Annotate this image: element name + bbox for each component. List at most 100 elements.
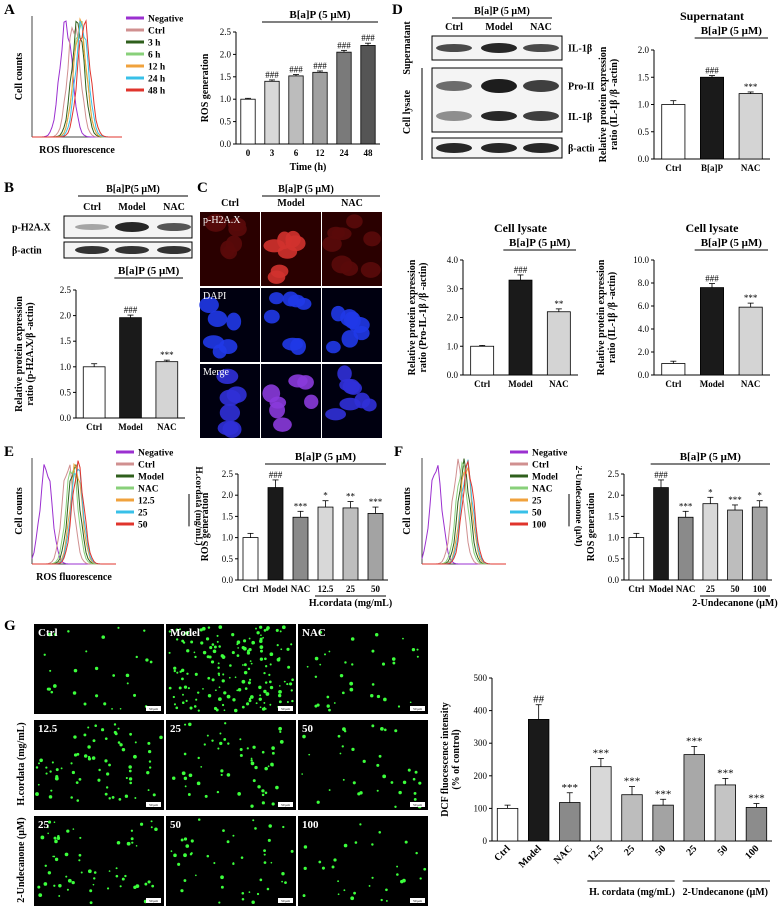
fluor-tile (166, 624, 296, 714)
blot-band (157, 246, 191, 254)
bar-chart-d-pro-il1b: Cell lysate B[a]P (5 μM) 0.0 1.0 2.0 3.0 4.0 Re… (407, 221, 578, 389)
bar (702, 503, 719, 581)
cell-dot (126, 841, 131, 846)
x-tick-label: 12.5 (318, 584, 334, 594)
blot-band (115, 222, 149, 232)
blot-lane-label: Ctrl (83, 202, 101, 213)
row-label-hcordata: H.cordata (mg/mL) (16, 722, 27, 805)
scale-bar-text: 50 μm (149, 707, 158, 711)
cell-dot (71, 770, 76, 775)
cell-dot (264, 766, 268, 771)
cell-dot (54, 776, 59, 781)
y-tick-label: 2.0 (60, 311, 72, 321)
cell-dot (259, 694, 262, 697)
hist-side-label: 2-Undecanone (μM) (573, 465, 582, 546)
micro-col-label: NAC (341, 198, 363, 209)
y-axis-label: (% of control) (451, 729, 462, 789)
cell-dot (241, 705, 245, 709)
cell-dot (159, 735, 163, 740)
cell-dot (38, 762, 40, 765)
cell-dot (259, 706, 262, 709)
cell-dot (104, 759, 108, 763)
cell-dot (256, 892, 260, 896)
cell-dot (380, 898, 383, 902)
cell-dot (259, 637, 263, 641)
cell-dot (73, 735, 77, 739)
cell-dot (250, 695, 254, 699)
nucleus (287, 294, 306, 308)
cell-dot (321, 866, 325, 870)
cell-dot (54, 839, 58, 844)
panel-letter-a: A (4, 2, 15, 18)
cell-dot (354, 841, 358, 844)
scale-bar-text: 50 μm (281, 899, 290, 903)
treatment-header: B[a]P (5 μM) (701, 237, 763, 249)
microscopy-grid-c: B[a]P (5 μM) Ctrl Model NAC p-H2A.X DAPI Merge (199, 184, 382, 438)
blot-lane-label: Model (485, 22, 512, 33)
cell-dot (243, 639, 247, 643)
x-tick-label: NAC (676, 584, 696, 594)
cell-dot (100, 728, 105, 732)
significance-mark: *** (160, 350, 174, 360)
cell-dot (115, 874, 119, 878)
cell-dot (173, 853, 177, 858)
y-tick-label: 2.5 (60, 285, 72, 295)
scale-bar-box (146, 706, 161, 711)
y-tick-label: 0.5 (222, 554, 234, 564)
y-tick-label: 8.0 (638, 278, 650, 288)
cell-dot (44, 864, 47, 867)
cell-dot (175, 628, 179, 632)
legend-label: Model (532, 473, 558, 483)
cell-dot (170, 850, 173, 853)
cell-dot (218, 625, 223, 629)
cell-dot (241, 679, 246, 684)
significance-mark: *** (294, 501, 308, 511)
cell-dot (370, 693, 374, 698)
cell-dot (301, 773, 303, 775)
cell-dot (413, 791, 417, 795)
bar (288, 75, 304, 145)
scale-bar-box (278, 898, 293, 903)
bar (292, 516, 309, 581)
bar (312, 71, 328, 145)
cell-dot (236, 689, 239, 692)
cell-dot (246, 747, 249, 750)
cell-dot (182, 693, 184, 696)
hist-curve (32, 468, 116, 565)
x-tick-label: Ctrl (474, 379, 490, 389)
nucleus (216, 368, 239, 385)
cell-dot (135, 884, 140, 889)
cell-dot (278, 700, 282, 704)
cell-dot (168, 686, 172, 690)
cell-dot (353, 891, 356, 895)
cell-dot (71, 880, 75, 885)
cell-dot (53, 821, 56, 824)
cell-dot (47, 871, 52, 875)
fluor-tile-label: Model (170, 627, 200, 639)
nucleus (354, 392, 371, 409)
cell-dot (183, 752, 187, 756)
cell-dot (65, 875, 68, 878)
cell-dot (275, 785, 279, 790)
cell-dot (246, 651, 251, 655)
cell-dot (263, 861, 267, 864)
cell-dot (255, 702, 258, 705)
blot-lane-label: NAC (530, 22, 552, 33)
y-tick-label: 10.0 (633, 255, 649, 265)
cell-dot (108, 763, 111, 767)
cell-dot (37, 783, 40, 786)
cell-dot (269, 703, 272, 706)
x-tick-label: 25 (622, 843, 637, 858)
x-tick-label: Ctrl (86, 422, 102, 432)
western-blot-b: B[a]P(5 μM) Ctrl Model NAC p-H2A.X β-actin (12, 184, 193, 259)
cell-dot (117, 727, 120, 730)
cell-dot (407, 768, 411, 772)
cell-dot (281, 872, 285, 876)
cell-dot (302, 894, 306, 898)
nucleus (346, 214, 363, 229)
fluor-tile (34, 816, 164, 906)
panel-letter-c: C (197, 180, 208, 196)
cell-dot (64, 852, 69, 857)
cell-dot (78, 853, 82, 857)
y-tick-label: 2.5 (222, 469, 234, 479)
